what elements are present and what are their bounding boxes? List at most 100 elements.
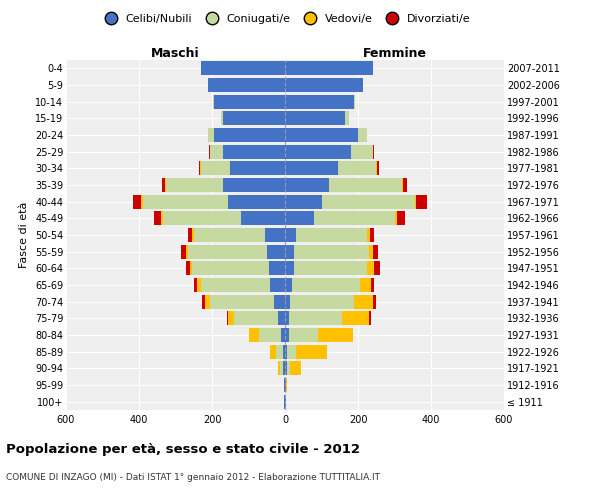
Bar	[221, 112, 223, 126]
Bar	[338, 162, 376, 175]
Bar	[210, 144, 223, 159]
Bar	[214, 94, 285, 109]
Bar	[199, 162, 200, 175]
Bar	[369, 244, 373, 259]
Bar	[285, 162, 338, 175]
Bar	[210, 294, 274, 308]
Bar	[284, 394, 285, 409]
Bar	[369, 311, 371, 326]
Legend: Celibi/Nubili, Coniugati/e, Vedovi/e, Divorziati/e: Celibi/Nubili, Coniugati/e, Vedovi/e, Di…	[95, 10, 475, 29]
Bar	[248, 328, 259, 342]
Bar	[397, 211, 405, 226]
Bar	[200, 162, 201, 175]
Bar	[286, 378, 287, 392]
Bar	[285, 211, 314, 226]
Bar	[285, 244, 294, 259]
Bar	[377, 162, 379, 175]
Bar	[376, 162, 377, 175]
Bar	[285, 62, 373, 76]
Bar	[241, 211, 285, 226]
Bar	[276, 344, 283, 359]
Bar	[289, 311, 341, 326]
Text: Femmine: Femmine	[362, 47, 427, 60]
Bar	[285, 311, 289, 326]
Bar	[296, 228, 367, 242]
Bar	[181, 244, 187, 259]
Bar	[201, 162, 230, 175]
Bar	[285, 128, 358, 142]
Bar	[186, 261, 190, 276]
Bar	[285, 144, 350, 159]
Bar	[192, 228, 194, 242]
Bar	[274, 294, 285, 308]
Bar	[287, 344, 296, 359]
Bar	[141, 194, 143, 209]
Bar	[314, 211, 395, 226]
Bar	[165, 178, 166, 192]
Bar	[373, 144, 374, 159]
Bar	[292, 278, 360, 292]
Bar	[289, 328, 318, 342]
Bar	[271, 278, 285, 292]
Bar	[285, 344, 287, 359]
Bar	[271, 344, 276, 359]
Bar	[283, 361, 285, 376]
Bar	[278, 311, 285, 326]
Bar	[285, 378, 286, 392]
Bar	[350, 144, 373, 159]
Bar	[290, 294, 355, 308]
Bar	[322, 194, 415, 209]
Bar	[154, 211, 161, 226]
Bar	[373, 244, 378, 259]
Bar	[214, 128, 285, 142]
Bar	[192, 261, 269, 276]
Bar	[285, 278, 292, 292]
Bar	[371, 278, 374, 292]
Bar	[230, 162, 285, 175]
Bar	[403, 178, 407, 192]
Bar	[166, 178, 223, 192]
Bar	[229, 311, 234, 326]
Bar	[163, 178, 165, 192]
Bar	[208, 128, 214, 142]
Bar	[267, 244, 285, 259]
Bar	[234, 311, 278, 326]
Bar	[143, 194, 229, 209]
Bar	[367, 261, 374, 276]
Bar	[213, 94, 214, 109]
Bar	[285, 361, 287, 376]
Bar	[269, 261, 285, 276]
Bar	[163, 211, 241, 226]
Bar	[202, 294, 205, 308]
Bar	[278, 361, 280, 376]
Bar	[285, 261, 294, 276]
Bar	[188, 244, 267, 259]
Bar	[194, 228, 265, 242]
Bar	[360, 278, 371, 292]
Bar	[285, 94, 355, 109]
Bar	[280, 361, 283, 376]
Text: Maschi: Maschi	[151, 47, 200, 60]
Bar	[370, 228, 374, 242]
Bar	[395, 211, 397, 226]
Bar	[341, 311, 369, 326]
Bar	[285, 178, 329, 192]
Bar	[197, 278, 201, 292]
Bar	[133, 194, 141, 209]
Bar	[285, 294, 290, 308]
Bar	[201, 62, 285, 76]
Bar	[284, 378, 285, 392]
Bar	[285, 394, 286, 409]
Bar	[161, 211, 163, 226]
Bar	[285, 78, 364, 92]
Bar	[223, 178, 285, 192]
Bar	[190, 261, 192, 276]
Bar	[345, 112, 349, 126]
Bar	[281, 328, 285, 342]
Bar	[259, 328, 281, 342]
Bar	[402, 178, 403, 192]
Bar	[227, 311, 229, 326]
Bar	[373, 294, 376, 308]
Bar	[265, 228, 285, 242]
Bar	[285, 112, 345, 126]
